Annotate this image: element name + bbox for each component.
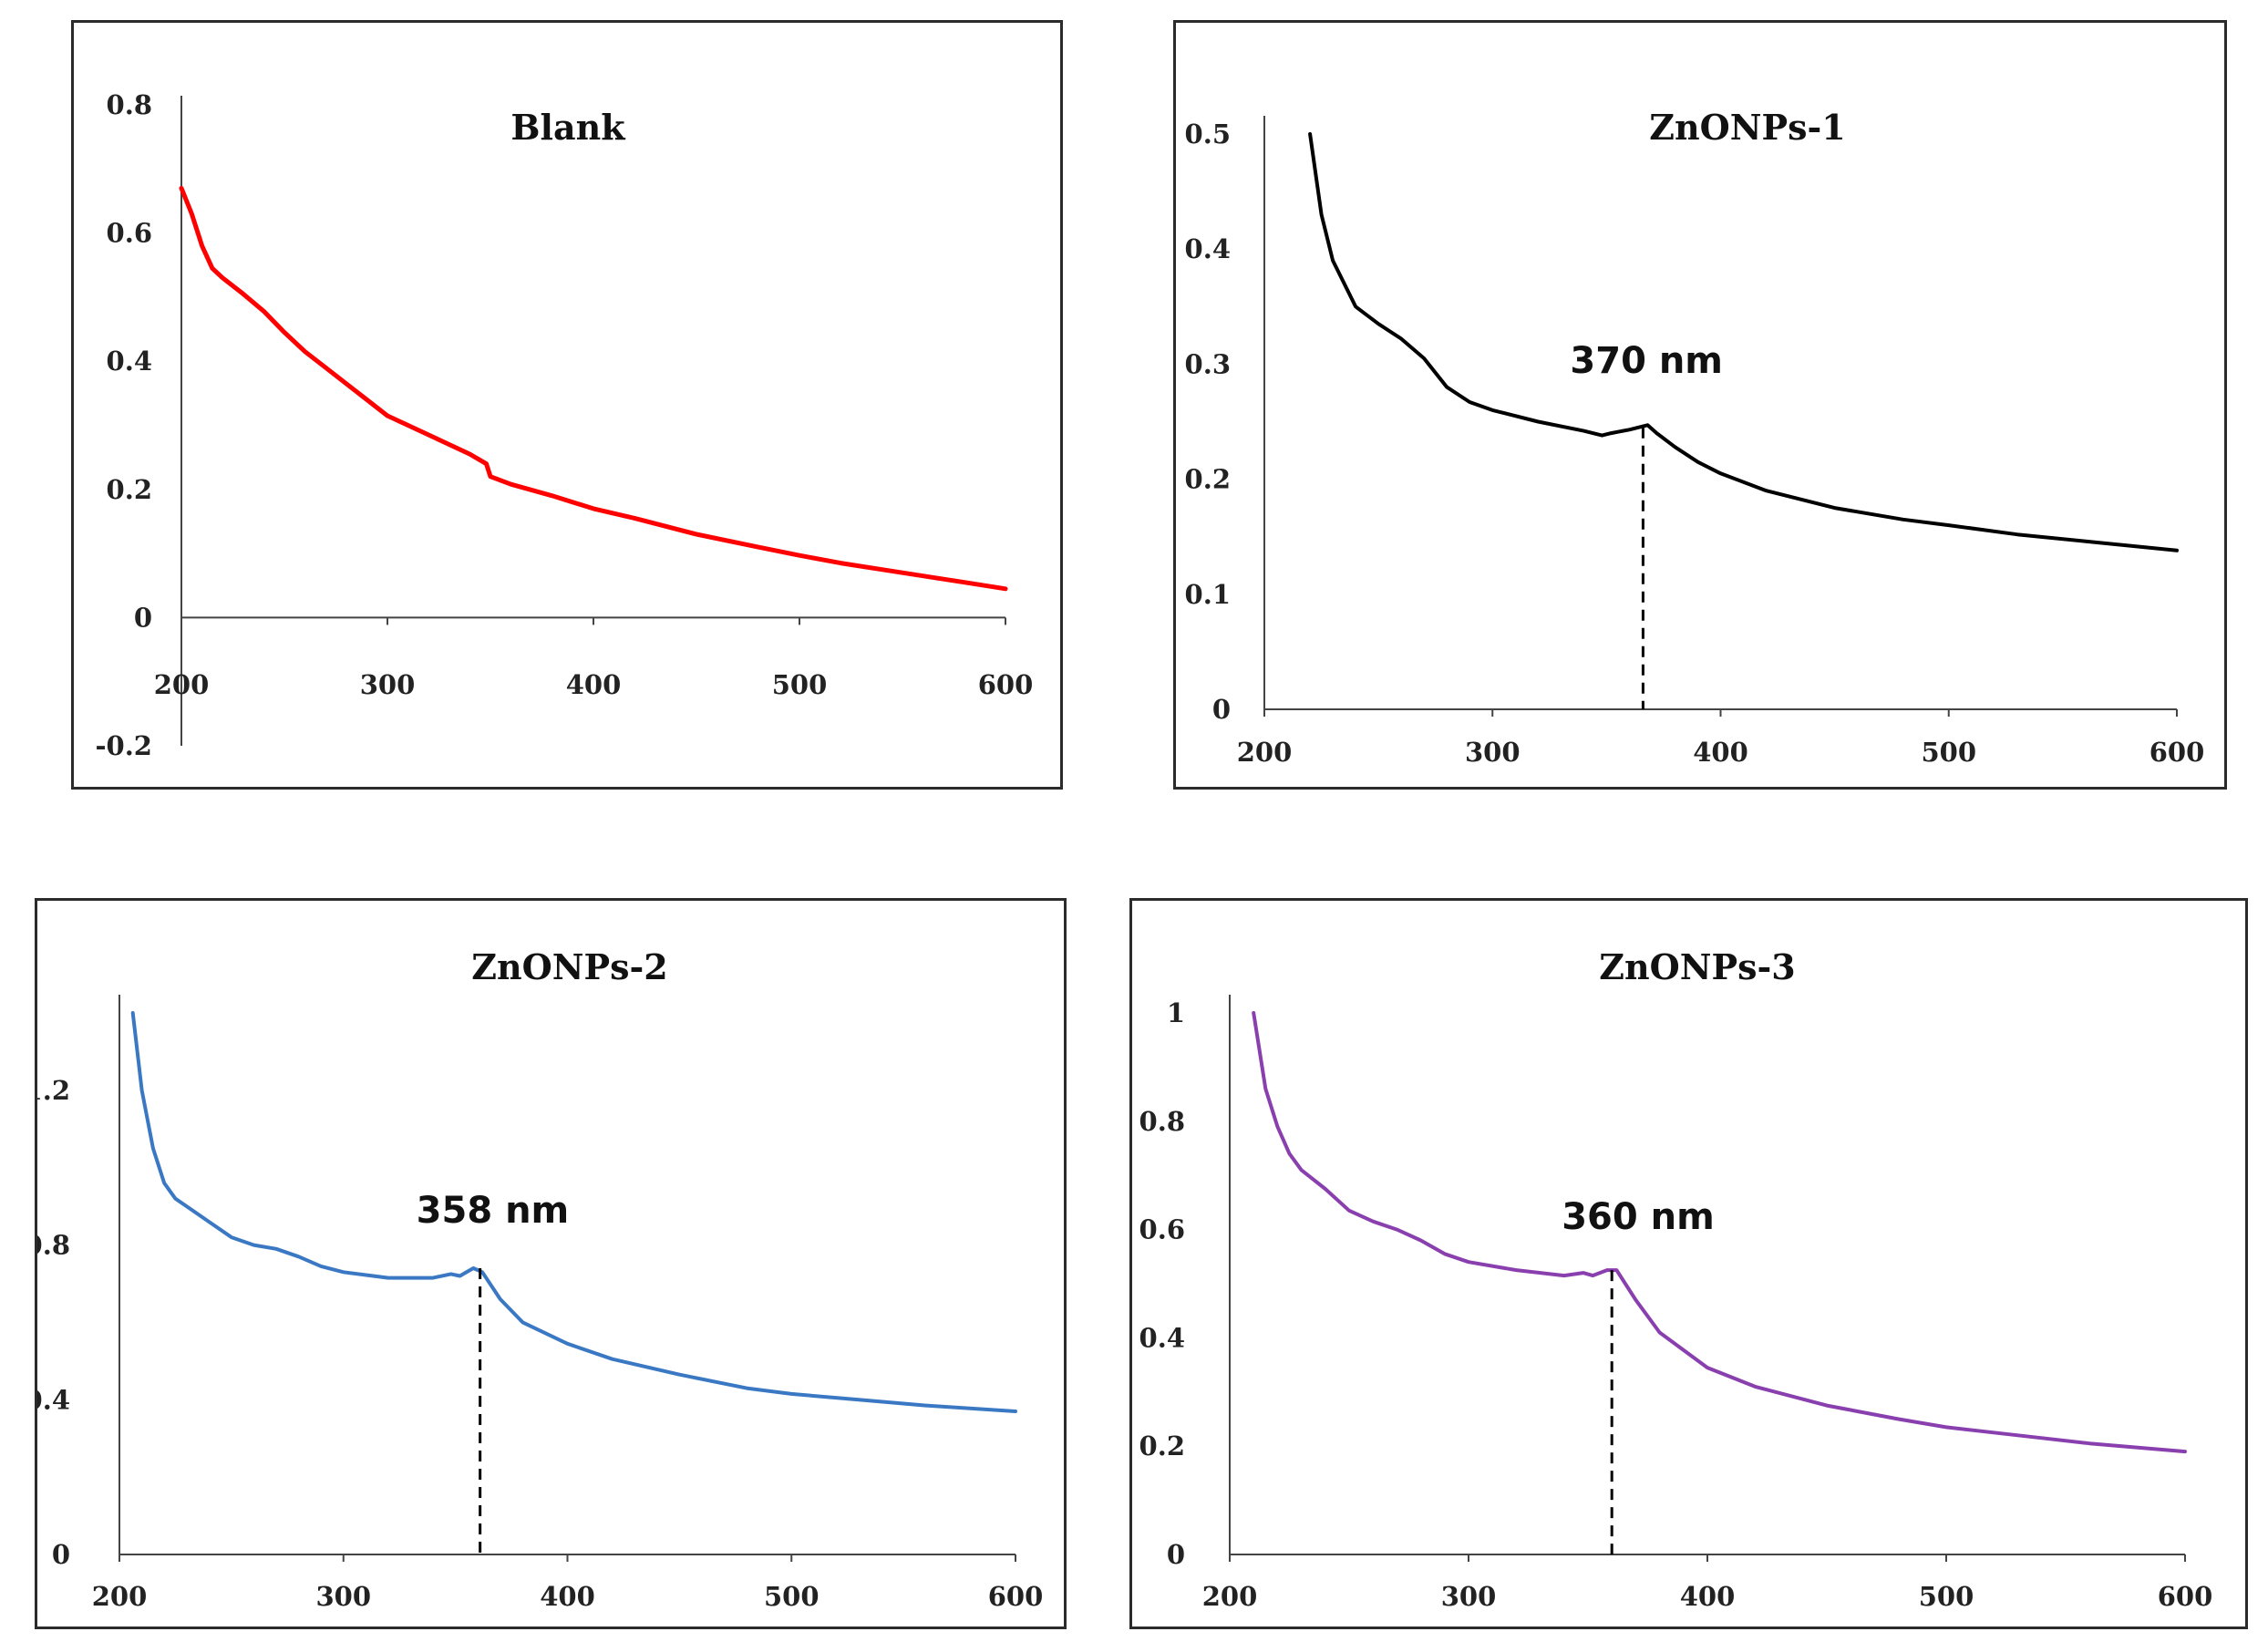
series-line-znonps-3 (1252, 1011, 2187, 1454)
x-tick-label: 200 (1237, 737, 1293, 768)
y-tick-label: 0.3 (1185, 348, 1231, 379)
x-tick-label: 500 (764, 1581, 820, 1612)
x-tick-label: 200 (92, 1581, 148, 1612)
x-tick-label: 400 (540, 1581, 595, 1612)
x-tick-label: 600 (988, 1581, 1044, 1612)
chart-title: ZnONPs-2 (471, 946, 667, 987)
chart-title: Blank (510, 107, 625, 148)
x-tick-label: 400 (1693, 737, 1748, 768)
chart-znonps2-svg: 200 300 400 500 600 1.2 0.8 0.4 0 ZnONPs-2 358 nm (37, 946, 1044, 1612)
y-tick-label: 0.8 (37, 1230, 70, 1261)
chart-panel-znonps2: 200 300 400 500 600 1.2 0.8 0.4 0 ZnONPs-2 358 nm (35, 898, 1067, 1629)
x-tick-label: 200 (1202, 1581, 1258, 1612)
peak-label: 370 nm (1570, 340, 1723, 382)
y-tick-label: 0 (1212, 694, 1231, 725)
y-tick-label: 0.6 (1139, 1214, 1185, 1245)
y-tick-label: 1 (1167, 997, 1185, 1028)
y-tick-label: 0.8 (1139, 1106, 1185, 1137)
y-tick-label: 0 (52, 1539, 70, 1570)
chart-panel-znonps3: 200 300 400 500 600 1 0.8 0.6 0.4 0.2 0 ZnONPs-3 360… (1129, 898, 2248, 1629)
y-tick-label: 0.2 (1139, 1430, 1185, 1461)
x-tick-label: 600 (978, 669, 1034, 700)
chart-panel-blank: 200 300 400 500 600 0.8 0.6 0.4 0.2 0 -0.2 Blank (71, 20, 1063, 790)
x-tick-label: 400 (1680, 1581, 1736, 1612)
y-tick-label: 0 (1167, 1539, 1185, 1570)
y-tick-label: 0.4 (107, 346, 152, 377)
series-line-blank (179, 185, 1008, 592)
x-tick-label: 300 (315, 1581, 371, 1612)
series-line-znonps-2 (130, 1011, 1017, 1413)
peak-label: 360 nm (1562, 1196, 1715, 1238)
y-tick-label: 0.4 (1139, 1322, 1185, 1353)
y-tick-label: 0.2 (1185, 464, 1231, 495)
peak-label: 358 nm (417, 1190, 570, 1232)
x-tick-label: 300 (1465, 737, 1521, 768)
y-tick-label: -0.2 (96, 730, 153, 761)
x-tick-label: 200 (154, 669, 210, 700)
chart-znonps3-svg: 200 300 400 500 600 1 0.8 0.6 0.4 0.2 0 ZnONPs-3 360… (1139, 946, 2213, 1612)
x-tick-label: 600 (2149, 737, 2205, 768)
series-line-znonps-1 (1308, 132, 2179, 552)
y-tick-label: 0.4 (37, 1384, 70, 1415)
x-tick-label: 500 (772, 669, 828, 700)
y-tick-label: 0.5 (1185, 119, 1231, 150)
x-tick-label: 500 (1919, 1581, 1974, 1612)
x-tick-label: 500 (1921, 737, 1976, 768)
x-tick-label: 300 (1441, 1581, 1497, 1612)
x-tick-label: 600 (2158, 1581, 2213, 1612)
chart-title: ZnONPs-3 (1599, 946, 1795, 987)
y-tick-label: 0.2 (107, 474, 152, 505)
chart-znonps1-svg: 200 300 400 500 600 0.5 0.4 0.3 0.2 0.1 0 ZnONPs-1 3… (1185, 107, 2205, 768)
y-tick-label: 1.2 (37, 1075, 70, 1106)
chart-panel-znonps1: 200 300 400 500 600 0.5 0.4 0.3 0.2 0.1 0 ZnONPs-1 3… (1173, 20, 2227, 790)
chart-title: ZnONPs-1 (1649, 107, 1845, 148)
x-tick-label: 300 (360, 669, 416, 700)
chart-blank-svg: 200 300 400 500 600 0.8 0.6 0.4 0.2 0 -0.2 Blank (96, 89, 1034, 761)
y-tick-label: 0.6 (107, 218, 152, 249)
y-tick-label: 0 (134, 602, 152, 633)
x-tick-label: 400 (566, 669, 622, 700)
y-tick-label: 0.4 (1185, 233, 1231, 264)
y-tick-label: 0.8 (107, 89, 152, 120)
y-tick-label: 0.1 (1185, 579, 1231, 610)
